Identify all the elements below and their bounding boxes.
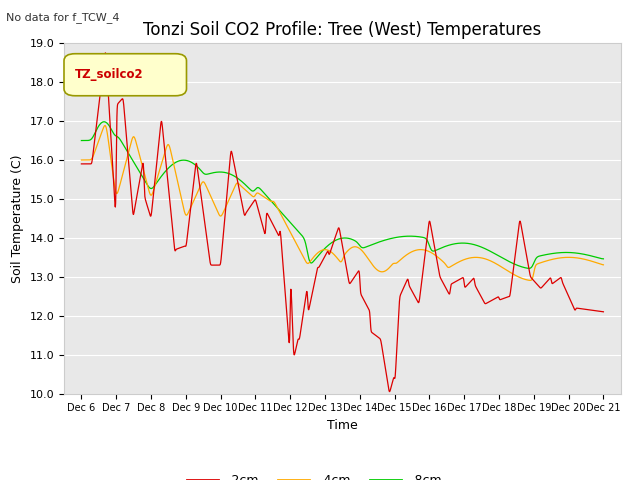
-4cm: [104, 137, 112, 143]
-4cm: [585, 257, 593, 263]
-2cm: [102, 50, 109, 56]
-8cm: [585, 252, 593, 258]
-8cm: [489, 250, 497, 255]
Text: TZ_soilco2: TZ_soilco2: [75, 68, 144, 81]
-8cm: [585, 252, 593, 258]
-4cm: [318, 248, 326, 253]
-4cm: [489, 259, 497, 265]
Y-axis label: Soil Temperature (C): Soil Temperature (C): [11, 154, 24, 283]
-2cm: [386, 389, 394, 395]
-2cm: [585, 307, 593, 312]
-4cm: [585, 257, 593, 263]
-4cm: [332, 253, 339, 259]
FancyBboxPatch shape: [64, 54, 186, 96]
Text: No data for f_TCW_4: No data for f_TCW_4: [6, 12, 120, 23]
-8cm: [318, 249, 326, 254]
-2cm: [585, 307, 593, 312]
-8cm: [332, 238, 339, 243]
-2cm: [489, 297, 497, 302]
-4cm: [77, 157, 85, 163]
Line: -4cm: -4cm: [81, 126, 604, 280]
-2cm: [318, 259, 326, 265]
-8cm: [600, 256, 607, 262]
-2cm: [600, 309, 607, 315]
-2cm: [104, 91, 112, 96]
Title: Tonzi Soil CO2 Profile: Tree (West) Temperatures: Tonzi Soil CO2 Profile: Tree (West) Temp…: [143, 21, 541, 39]
Legend: -2cm, -4cm, -8cm: -2cm, -4cm, -8cm: [182, 469, 447, 480]
-8cm: [525, 265, 533, 271]
-2cm: [332, 234, 339, 240]
Line: -8cm: -8cm: [81, 122, 604, 268]
-2cm: [77, 161, 85, 167]
-8cm: [104, 121, 112, 127]
Line: -2cm: -2cm: [81, 53, 604, 392]
-4cm: [600, 262, 607, 268]
-4cm: [101, 123, 109, 129]
-8cm: [100, 119, 108, 125]
-4cm: [527, 277, 534, 283]
X-axis label: Time: Time: [327, 419, 358, 432]
-8cm: [77, 138, 85, 144]
